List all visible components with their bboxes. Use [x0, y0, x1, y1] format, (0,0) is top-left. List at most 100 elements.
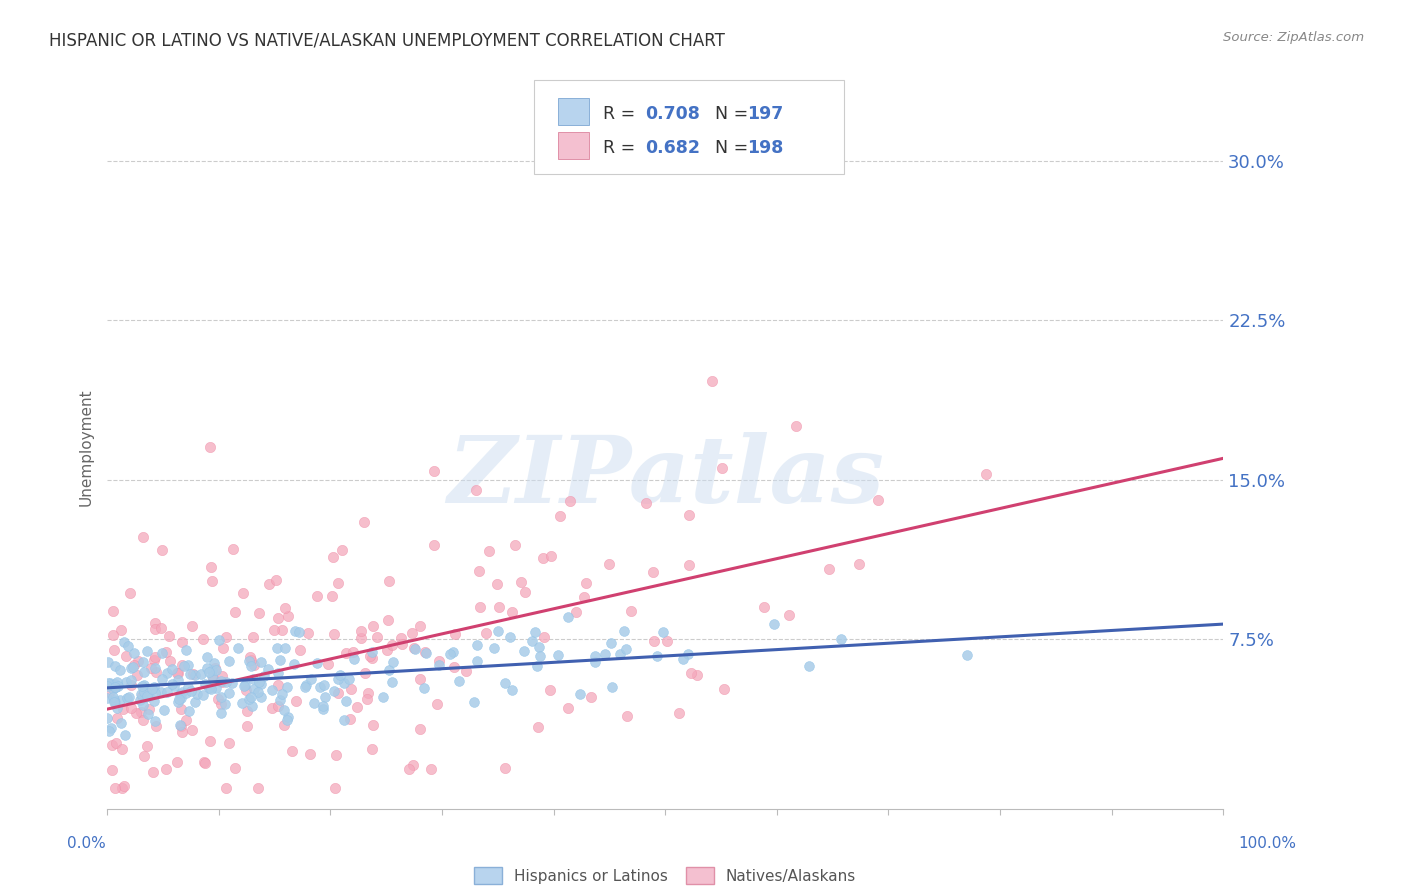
Point — [652, 624, 675, 639]
Point — [583, 655, 606, 669]
Point — [103, 690, 125, 704]
Point — [221, 541, 243, 556]
Point — [598, 557, 620, 571]
Point — [202, 656, 225, 670]
Point — [181, 667, 204, 681]
Point — [132, 698, 155, 713]
Point — [657, 634, 679, 648]
Point — [447, 674, 470, 689]
Point — [328, 576, 350, 591]
Point — [600, 680, 623, 694]
Point — [194, 756, 217, 771]
Point — [420, 762, 443, 776]
Point — [242, 672, 264, 686]
Point — [172, 685, 194, 699]
Point — [204, 663, 226, 677]
Point — [96, 679, 118, 693]
Point — [96, 711, 118, 725]
Point — [120, 701, 142, 715]
Point — [322, 684, 344, 698]
Point — [529, 648, 551, 663]
Point — [174, 643, 197, 657]
Point — [409, 619, 432, 633]
Point — [101, 764, 124, 778]
Point — [346, 699, 368, 714]
Point — [239, 649, 262, 664]
Point — [337, 672, 360, 686]
Point — [273, 703, 295, 717]
Point — [101, 681, 124, 696]
Point — [243, 658, 266, 673]
Point — [583, 648, 606, 663]
Point — [132, 684, 155, 698]
Point — [350, 624, 373, 639]
Point — [201, 669, 224, 683]
Point — [267, 611, 290, 625]
Point — [302, 697, 325, 711]
Text: HISPANIC OR LATINO VS NATIVE/ALASKAN UNEMPLOYMENT CORRELATION CHART: HISPANIC OR LATINO VS NATIVE/ALASKAN UNE… — [49, 31, 725, 49]
Point — [170, 719, 193, 733]
Point — [360, 644, 382, 658]
Text: 0.708: 0.708 — [645, 105, 700, 123]
Point — [526, 720, 548, 734]
Point — [974, 467, 997, 481]
Point — [283, 657, 305, 671]
Point — [465, 483, 488, 497]
Point — [104, 780, 127, 795]
Point — [215, 675, 238, 690]
Point — [150, 672, 173, 686]
Point — [233, 679, 256, 693]
Point — [143, 680, 166, 694]
Point — [129, 705, 152, 719]
Point — [105, 711, 128, 725]
Point — [538, 683, 561, 698]
Point — [513, 644, 536, 658]
Point — [668, 706, 690, 720]
Point — [253, 669, 276, 683]
Point — [208, 633, 231, 648]
Point — [501, 682, 523, 697]
Point — [752, 600, 775, 615]
Point — [112, 779, 135, 793]
Point — [332, 713, 354, 727]
Point — [294, 678, 316, 692]
Point — [486, 577, 509, 591]
Point — [249, 655, 271, 669]
Point — [120, 673, 142, 687]
Text: 197: 197 — [747, 105, 783, 123]
Point — [96, 691, 118, 706]
Point — [198, 734, 221, 748]
Point — [209, 690, 232, 704]
Point — [131, 679, 153, 693]
Text: Source: ZipAtlas.com: Source: ZipAtlas.com — [1223, 31, 1364, 45]
Point — [285, 694, 308, 708]
Point — [817, 562, 839, 576]
Point — [232, 586, 254, 600]
Point — [239, 690, 262, 704]
Point — [105, 736, 128, 750]
Point — [132, 529, 155, 543]
Point — [326, 672, 349, 686]
Point — [366, 630, 388, 644]
Point — [142, 765, 165, 780]
Point — [193, 632, 215, 646]
Point — [181, 619, 204, 633]
Point — [540, 549, 562, 564]
Point — [713, 681, 735, 696]
Point — [143, 714, 166, 729]
Point — [118, 586, 141, 600]
Point — [136, 739, 159, 753]
Point — [264, 574, 287, 588]
Point — [211, 675, 233, 690]
Point — [284, 624, 307, 639]
Point — [326, 686, 349, 700]
Point — [201, 663, 224, 677]
Point — [221, 676, 243, 690]
Point — [404, 642, 426, 657]
Point — [620, 604, 643, 618]
Point — [575, 576, 598, 591]
Point — [242, 630, 264, 644]
Point — [494, 676, 516, 690]
Point — [218, 735, 240, 749]
Point — [114, 728, 136, 742]
